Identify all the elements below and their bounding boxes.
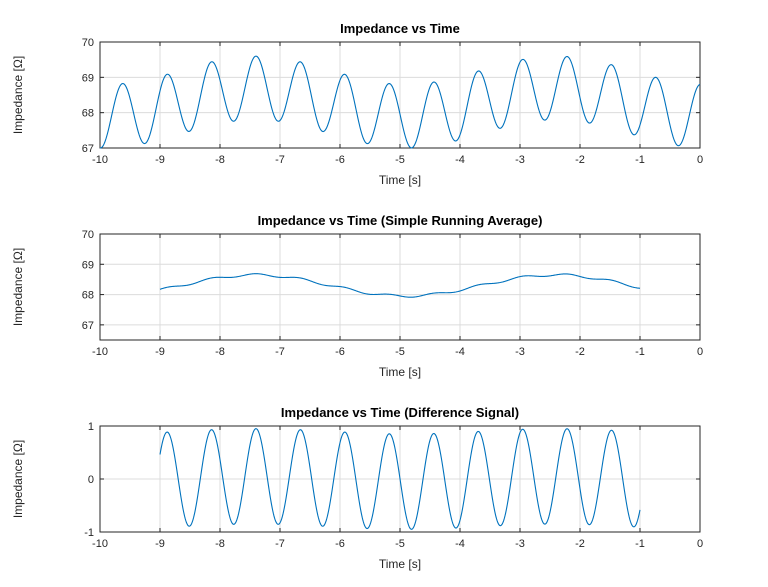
x-tick-label: 0 (697, 346, 703, 358)
x-tick-label: -10 (92, 538, 108, 550)
x-tick-label: -3 (515, 154, 525, 166)
y-tick-label: 67 (82, 320, 94, 332)
subplot-impedance-running-average: -10 -9 -8 -7 -6 -5 -4 -3 -2 -1 0 67 68 69 70 Impedance… (0, 204, 768, 390)
x-axis-label: Time [s] (379, 557, 421, 571)
x-axis-label: Time [s] (379, 365, 421, 379)
chart-title: Impedance vs Time (Difference Signal) (281, 405, 519, 420)
y-axis-label: Impedance [Ω] (11, 248, 25, 326)
x-tick-label: -8 (215, 346, 225, 358)
x-tick-label: -6 (335, 346, 345, 358)
x-tick-label: -8 (215, 538, 225, 550)
x-tick-label: -9 (155, 538, 165, 550)
plot-area: -10 -9 -8 -7 -6 -5 -4 -3 -2 -1 0-101 (84, 421, 703, 550)
data-line (99, 55, 701, 149)
y-axis-label: Impedance [Ω] (11, 56, 25, 134)
x-tick-label: -5 (395, 154, 405, 166)
data-line (159, 273, 641, 298)
y-tick-label: 69 (82, 72, 94, 84)
data-line (159, 428, 641, 530)
x-tick-label: -1 (635, 346, 645, 358)
subplot-impedance-raw: -10 -9 -8 -7 -6 -5 -4 -3 -2 -1 0 67 68 69 70 Impedance… (0, 12, 768, 198)
x-tick-label: -4 (455, 154, 465, 166)
x-tick-label: -10 (92, 154, 108, 166)
x-tick-label: -5 (395, 346, 405, 358)
chart-title: Impedance vs Time (340, 21, 460, 36)
y-tick-label: 69 (82, 259, 94, 271)
x-tick-label: -2 (575, 346, 585, 358)
x-tick-label: -6 (335, 538, 345, 550)
x-tick-label: -2 (575, 154, 585, 166)
x-tick-label: -4 (455, 538, 465, 550)
y-tick-label: 67 (82, 143, 94, 155)
y-tick-label: 68 (82, 290, 94, 302)
x-tick-label: -9 (155, 154, 165, 166)
y-tick-label: 70 (82, 229, 94, 241)
y-tick-label: 68 (82, 108, 94, 120)
chart-canvas-difference: -10 -9 -8 -7 -6 -5 -4 -3 -2 -1 0-101 Impedance vs … (11, 405, 703, 571)
y-axis-label: Impedance [Ω] (11, 440, 25, 518)
x-tick-label: -9 (155, 346, 165, 358)
x-tick-label: -1 (635, 538, 645, 550)
x-tick-label: -10 (92, 346, 108, 358)
x-tick-label: -6 (335, 154, 345, 166)
subplot-impedance-difference: -10 -9 -8 -7 -6 -5 -4 -3 -2 -1 0 -1 0 1 Impedance vs … (0, 396, 768, 582)
x-tick-label: -7 (275, 538, 285, 550)
chart-title: Impedance vs Time (Simple Running Averag… (258, 213, 543, 228)
x-axis-label: Time [s] (379, 173, 421, 187)
x-tick-label: -2 (575, 538, 585, 550)
y-tick-label: 1 (88, 421, 94, 433)
x-tick-label: -3 (515, 538, 525, 550)
y-tick-label: -1 (84, 527, 94, 539)
y-tick-label: 70 (82, 37, 94, 49)
x-tick-label: -7 (275, 346, 285, 358)
x-tick-label: -4 (455, 346, 465, 358)
x-tick-label: 0 (697, 154, 703, 166)
x-tick-label: -7 (275, 154, 285, 166)
x-tick-label: -3 (515, 346, 525, 358)
y-tick-label: 0 (88, 474, 94, 486)
x-tick-label: -5 (395, 538, 405, 550)
x-tick-label: -1 (635, 154, 645, 166)
x-tick-label: -8 (215, 154, 225, 166)
x-tick-label: 0 (697, 538, 703, 550)
